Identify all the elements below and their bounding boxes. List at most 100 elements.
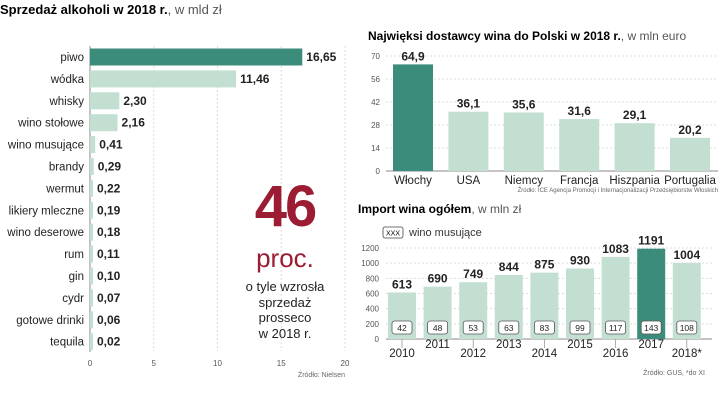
sparkling-value-box [569,320,591,335]
bar [90,92,120,110]
y-tick-label: 1000 [361,259,379,268]
value-label: 0,19 [97,203,121,217]
category-label: wino deserowe [6,227,84,239]
category-label: rum [64,249,84,261]
sparkling-value-box [640,320,662,335]
highlight-unit: proc. [256,243,314,273]
sparkling-value-label: 48 [433,323,443,333]
year-label: 2011 [425,339,450,351]
category-label: cydr [62,293,84,305]
y-tick-label: 14 [371,144,380,153]
x-tick-label: 15 [277,359,286,368]
value-label: 0,11 [97,247,120,261]
value-label: 613 [392,278,412,292]
category-label: wermut [45,183,85,195]
value-label: 16,65 [306,50,336,64]
category-label: wino musujące [7,140,84,152]
value-label: 0,41 [99,138,123,152]
highlight-number: 46 [254,174,318,239]
y-tick-label: 0 [375,335,380,344]
x-tick-label: 20 [341,359,350,368]
sparkling-value-label: 99 [575,323,585,333]
highlight-line: sprzedaż [258,294,312,310]
year-label: 2016 [603,348,629,360]
sparkling-value-label: 53 [468,323,478,333]
sparkling-value-label: 42 [397,323,407,333]
category-label: wino stołowe [17,118,84,130]
value-label: 64,9 [401,49,425,63]
value-label: 749 [463,267,483,281]
bar [90,245,93,263]
value-label: 2,30 [123,94,147,108]
value-label: 11,46 [240,72,270,86]
year-label: 2013 [496,339,522,351]
bar [503,112,544,171]
alcohol-sales-title: Sprzedaż alkoholi w 2018 r., w mld zł [0,2,222,17]
legend-swatch [382,226,404,239]
category-label: gotowe drinki [16,315,84,327]
bar [90,114,118,132]
value-label: 36,1 [457,97,481,111]
category-label: Niemcy [505,175,544,187]
alcohol-sales-chart: Sprzedaż alkoholi w 2018 r., w mld zł pi… [0,2,350,379]
category-label: USA [457,175,481,187]
y-tick-label: 42 [371,98,380,107]
sparkling-value-box [605,320,626,335]
sparkling-value-label: 108 [680,323,694,333]
highlight-line: w 2018 r. [258,325,312,341]
sparkling-value-label: 63 [504,323,514,333]
category-label: gin [69,271,84,283]
value-label: 1083 [602,242,629,256]
bar [90,70,237,88]
y-tick-label: 28 [371,121,380,130]
bar [90,158,94,175]
alcohol-sales-source: Źródło: Nielsen [298,370,345,379]
value-label: 0,29 [98,160,122,174]
sparkling-value-box [498,320,520,335]
value-label: 20,2 [678,123,702,137]
value-label: 31,6 [568,104,592,118]
bar [448,111,489,171]
sparkling-value-box [676,320,698,335]
bar [90,289,93,307]
sparkling-value-box [534,320,555,335]
year-label: 2015 [567,339,593,351]
highlight-line: o tyle wzrosła [245,279,325,294]
category-label: tequila [50,337,84,349]
value-label: 690 [428,272,448,286]
wine-suppliers-chart: Najwięksi dostawcy wina do Polski w 2018… [368,29,718,194]
year-label: 2017 [638,339,664,351]
bar [559,119,600,171]
wine-suppliers-source: Źródło: ICE Agencja Promocji i Internacj… [518,187,718,194]
bar [670,137,710,171]
year-label: 2012 [460,348,486,360]
bar [90,267,93,285]
bar [90,201,93,219]
category-label: Włochy [394,175,432,187]
wine-import-chart: Import wina ogółem, w mln zł XXX wino mu… [358,202,712,377]
bar [90,223,93,241]
value-label: 875 [534,258,554,272]
x-tick-label: 0 [88,359,93,368]
category-label: Francja [560,175,599,187]
y-tick-label: 400 [366,305,380,314]
highlight-description: o tyle wzrosła sprzedaż prosseco w 2018 … [226,279,344,341]
highlight-line: prosseco [258,310,312,325]
y-tick-label: 800 [366,274,380,283]
value-label: 0,22 [97,181,121,195]
bar [90,311,93,329]
value-label: 930 [570,253,590,267]
category-label: piwo [60,52,84,64]
sparkling-value-label: 83 [540,323,550,333]
category-label: Hiszpania [609,175,660,187]
category-label: likiery mleczne [9,205,84,217]
y-tick-label: 1200 [361,244,379,253]
bar [90,179,93,197]
sparkling-value-box [427,320,449,335]
category-label: Portugalia [664,175,716,187]
value-label: 0,06 [97,313,121,327]
sparkling-value-label: 143 [644,323,658,333]
value-label: 2,16 [122,116,146,130]
category-label: brandy [49,162,84,174]
